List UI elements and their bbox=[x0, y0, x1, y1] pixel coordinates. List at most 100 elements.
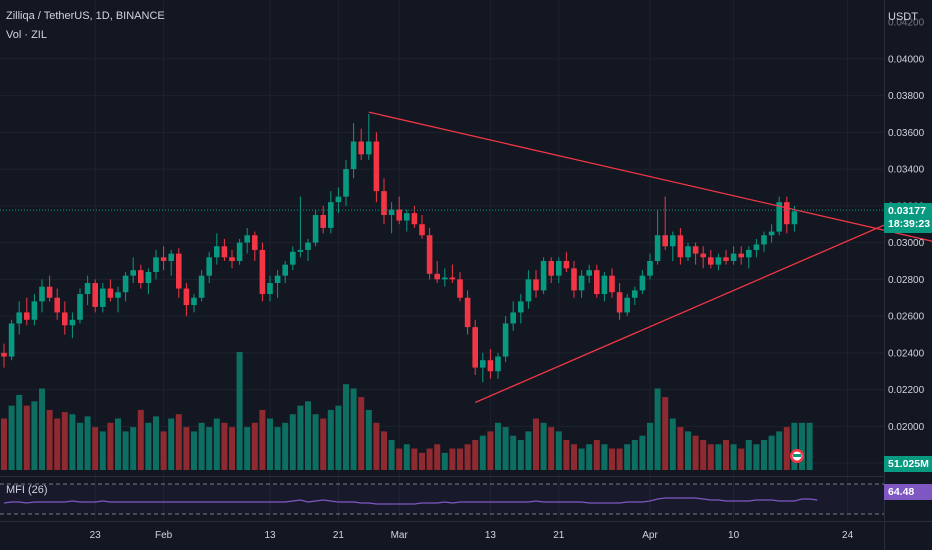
volume-bar bbox=[259, 409, 266, 470]
candle-body bbox=[373, 141, 380, 192]
candle-body bbox=[510, 312, 516, 324]
volume-bar bbox=[700, 439, 707, 470]
volume-bar bbox=[449, 448, 456, 470]
candle-body bbox=[601, 275, 608, 295]
volume-bar bbox=[16, 394, 23, 470]
volume-bar bbox=[373, 422, 380, 470]
candle-body bbox=[700, 253, 706, 258]
price-tick-label: 0.02400 bbox=[888, 348, 925, 359]
volume-bar bbox=[631, 439, 638, 470]
volume-bar bbox=[761, 439, 767, 470]
volume-bar bbox=[419, 452, 425, 470]
volume-bar bbox=[472, 439, 479, 470]
volume-bar bbox=[396, 448, 403, 470]
candle-body bbox=[434, 273, 440, 280]
candle-body bbox=[46, 286, 53, 298]
price-tick-label: 0.03800 bbox=[888, 91, 925, 102]
price-axis[interactable]: 0.040000.038000.036000.034000.032000.030… bbox=[888, 18, 925, 470]
volume-bar bbox=[692, 435, 699, 470]
volume-alert-icon[interactable] bbox=[790, 449, 804, 463]
volume-bar bbox=[685, 431, 691, 470]
mfi-line bbox=[3, 497, 818, 505]
volume-bar bbox=[39, 388, 45, 470]
candle-body bbox=[366, 141, 372, 155]
volume-bar bbox=[677, 427, 684, 470]
candle-body bbox=[426, 235, 433, 274]
volume-bar bbox=[130, 427, 137, 470]
volume-bar bbox=[23, 405, 30, 470]
candle-body bbox=[350, 141, 357, 170]
volume-bar bbox=[335, 405, 342, 470]
volume-bar bbox=[502, 427, 509, 470]
volume-bar bbox=[662, 397, 669, 470]
volume-bar bbox=[350, 388, 357, 470]
volume-bars bbox=[1, 352, 813, 470]
trendlines[interactable] bbox=[368, 111, 932, 404]
volume-bar bbox=[69, 414, 76, 470]
candle-body bbox=[358, 141, 364, 155]
volume-bar bbox=[244, 427, 251, 470]
candle-body bbox=[160, 257, 167, 261]
candle-body bbox=[647, 260, 653, 276]
candle-body bbox=[761, 235, 767, 245]
candle-body bbox=[145, 272, 152, 284]
candle-body bbox=[548, 260, 554, 276]
candle-body bbox=[381, 191, 387, 216]
volume-value-tag: 51.025M bbox=[884, 456, 932, 472]
volume-bar bbox=[441, 452, 448, 470]
volume-bar bbox=[236, 352, 243, 470]
candle-body bbox=[715, 257, 722, 265]
candle-body bbox=[442, 277, 448, 280]
time-axis[interactable]: 23 Feb 13 21 Mar 13 21 Apr 10 24 bbox=[90, 530, 854, 541]
volume-bar bbox=[115, 418, 121, 470]
volume-bar bbox=[571, 444, 577, 470]
volume-bar bbox=[555, 431, 562, 470]
candle-body bbox=[586, 270, 592, 276]
symbol-title: Zilliqa / TetherUS, 1D, BINANCE bbox=[6, 10, 165, 22]
volume-bar bbox=[799, 422, 805, 470]
candle-body bbox=[236, 242, 243, 261]
candle-body bbox=[206, 257, 212, 276]
mfi-band-fill bbox=[0, 484, 884, 514]
candle-body bbox=[335, 196, 342, 203]
candle-body bbox=[130, 270, 136, 276]
volume-bar bbox=[297, 405, 304, 470]
volume-bar bbox=[175, 414, 182, 470]
candle-body bbox=[84, 283, 91, 295]
volume-bar bbox=[358, 397, 365, 470]
volume-bar bbox=[320, 418, 327, 470]
volume-bar bbox=[616, 448, 623, 470]
candle-body bbox=[115, 292, 121, 298]
currency-label: USDT bbox=[888, 11, 918, 23]
candle-body bbox=[153, 257, 159, 272]
candle-body bbox=[100, 288, 106, 307]
volume-bar bbox=[464, 444, 471, 470]
candle-body bbox=[343, 169, 349, 197]
volume-bar bbox=[84, 416, 91, 470]
volume-bar bbox=[46, 409, 53, 470]
volume-bar bbox=[229, 427, 235, 470]
volume-bar bbox=[31, 401, 38, 470]
trendline bbox=[474, 203, 932, 404]
candle-body bbox=[677, 235, 684, 258]
volume-bar bbox=[738, 448, 745, 470]
candle-body bbox=[723, 257, 729, 261]
candle-body bbox=[62, 312, 68, 326]
volume-bar bbox=[137, 409, 144, 470]
candle-body bbox=[487, 360, 494, 372]
volume-bar bbox=[723, 439, 729, 470]
volume-bar bbox=[791, 422, 798, 470]
candle-body bbox=[8, 323, 15, 357]
volume-bar bbox=[153, 416, 159, 470]
volume-bar bbox=[586, 444, 593, 470]
volume-bar bbox=[426, 448, 433, 470]
time-tick-label: 24 bbox=[842, 530, 854, 541]
volume-bar bbox=[510, 435, 517, 470]
candle-body bbox=[282, 264, 288, 276]
candle-body bbox=[259, 249, 266, 295]
volume-bar bbox=[213, 418, 220, 470]
time-tick-label: 10 bbox=[728, 530, 740, 541]
candle-body bbox=[578, 275, 585, 291]
volume-bar bbox=[479, 435, 486, 470]
